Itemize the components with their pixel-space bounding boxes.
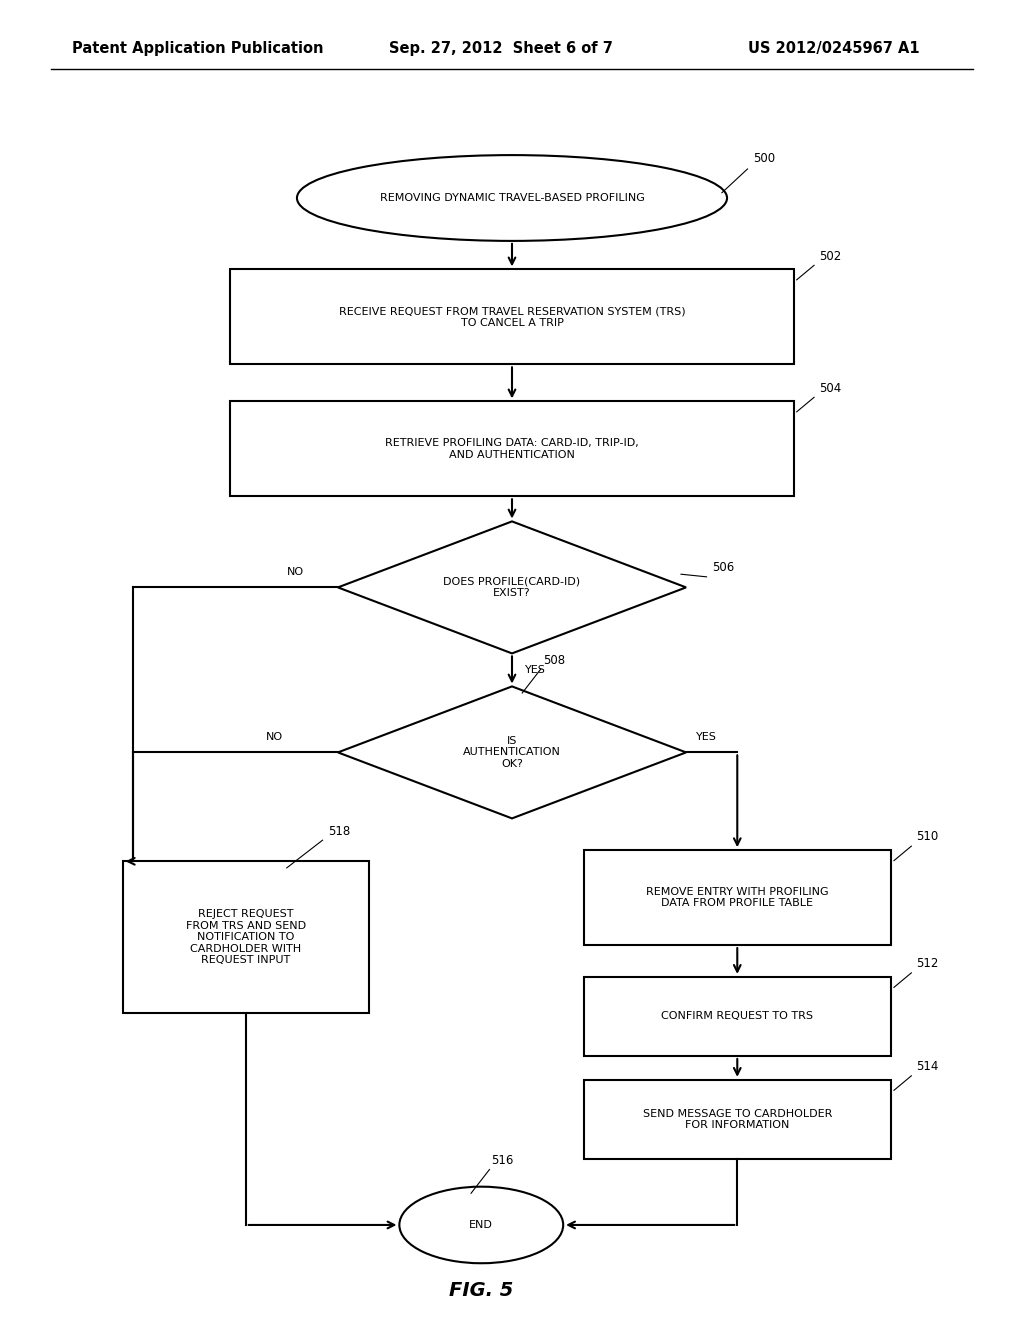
- Text: CONFIRM REQUEST TO TRS: CONFIRM REQUEST TO TRS: [662, 1011, 813, 1022]
- Text: YES: YES: [525, 665, 546, 675]
- Text: 510: 510: [916, 830, 939, 843]
- Text: IS
AUTHENTICATION
OK?: IS AUTHENTICATION OK?: [463, 735, 561, 770]
- Text: 504: 504: [819, 381, 842, 395]
- Text: 518: 518: [328, 825, 350, 838]
- Bar: [584, 1080, 891, 1159]
- Text: DOES PROFILE(CARD-ID)
EXIST?: DOES PROFILE(CARD-ID) EXIST?: [443, 577, 581, 598]
- Text: 508: 508: [543, 653, 565, 667]
- Text: 514: 514: [916, 1060, 939, 1073]
- Text: YES: YES: [696, 731, 717, 742]
- Text: REMOVE ENTRY WITH PROFILING
DATA FROM PROFILE TABLE: REMOVE ENTRY WITH PROFILING DATA FROM PR…: [646, 887, 828, 908]
- Text: 502: 502: [819, 249, 842, 263]
- Bar: [584, 977, 891, 1056]
- Text: NO: NO: [287, 566, 304, 577]
- Text: 516: 516: [492, 1154, 514, 1167]
- Text: 500: 500: [753, 152, 775, 165]
- Text: REMOVING DYNAMIC TRAVEL-BASED PROFILING: REMOVING DYNAMIC TRAVEL-BASED PROFILING: [380, 193, 644, 203]
- Bar: [123, 862, 369, 1014]
- Text: NO: NO: [266, 731, 284, 742]
- Text: Patent Application Publication: Patent Application Publication: [72, 41, 324, 57]
- Bar: [230, 269, 794, 364]
- Text: Sep. 27, 2012  Sheet 6 of 7: Sep. 27, 2012 Sheet 6 of 7: [389, 41, 613, 57]
- Text: RETRIEVE PROFILING DATA: CARD-ID, TRIP-ID,
AND AUTHENTICATION: RETRIEVE PROFILING DATA: CARD-ID, TRIP-I…: [385, 438, 639, 459]
- Text: US 2012/0245967 A1: US 2012/0245967 A1: [748, 41, 920, 57]
- Text: RECEIVE REQUEST FROM TRAVEL RESERVATION SYSTEM (TRS)
TO CANCEL A TRIP: RECEIVE REQUEST FROM TRAVEL RESERVATION …: [339, 306, 685, 327]
- Bar: [230, 401, 794, 496]
- Text: END: END: [469, 1220, 494, 1230]
- Text: 512: 512: [916, 957, 939, 970]
- Text: 506: 506: [712, 561, 734, 574]
- Text: FIG. 5: FIG. 5: [450, 1282, 513, 1300]
- Bar: [584, 850, 891, 945]
- Text: SEND MESSAGE TO CARDHOLDER
FOR INFORMATION: SEND MESSAGE TO CARDHOLDER FOR INFORMATI…: [643, 1109, 831, 1130]
- Text: REJECT REQUEST
FROM TRS AND SEND
NOTIFICATION TO
CARDHOLDER WITH
REQUEST INPUT: REJECT REQUEST FROM TRS AND SEND NOTIFIC…: [185, 909, 306, 965]
